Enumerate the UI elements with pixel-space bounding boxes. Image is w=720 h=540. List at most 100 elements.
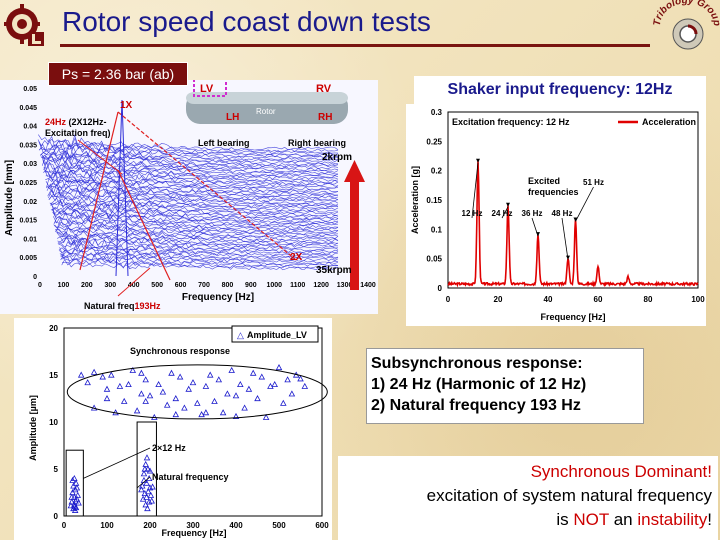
accel-x-tick: 40	[544, 295, 553, 304]
waterfall-trace	[53, 214, 339, 227]
waterfall-trace	[46, 183, 339, 196]
subsync-item-2: 2) Natural frequency 193 Hz	[371, 397, 581, 414]
scatter-x-tick: 0	[62, 521, 67, 530]
waterfall-trace	[40, 145, 339, 163]
cluster-24hz-point	[70, 482, 77, 489]
supply-pressure-label: Ps = 2.36 bar (ab)	[48, 62, 188, 86]
sync-response-point	[189, 379, 197, 386]
waterfall-trace	[56, 232, 339, 245]
excitation-freq-desc: (2X12Hz-	[66, 117, 107, 127]
speed-bottom-label: 35krpm	[316, 265, 352, 276]
waterfall-trace	[50, 204, 339, 217]
sync-response-point	[168, 369, 175, 376]
sync-line3-pre: is	[556, 510, 574, 529]
sync-response-point	[172, 395, 180, 402]
cluster-193hz-point	[143, 479, 150, 486]
sync-response-point	[181, 404, 188, 411]
sync-response-point	[224, 390, 231, 397]
accel-peak-label: 24 Hz	[492, 209, 513, 218]
waterfall-y-tick: 0.01	[23, 236, 37, 243]
scatter-x-tick: 500	[272, 521, 286, 530]
waterfall-y-tick: 0.04	[23, 124, 37, 131]
accel-x-tick: 0	[446, 295, 451, 304]
accel-peak-arrow	[561, 217, 569, 260]
waterfall-x-tick: 400	[128, 282, 140, 289]
scatter-y-tick: 0	[54, 512, 59, 521]
waterfall-trace	[48, 191, 339, 205]
sync-response-point	[155, 380, 162, 387]
cluster-193hz-point	[138, 486, 145, 493]
accel-y-axis-label: Acceleration [g]	[410, 166, 420, 234]
sync-excitation-line: excitation of system natural frequency	[426, 486, 712, 505]
sync-response-point	[275, 364, 283, 371]
natural-freq-pointer-line	[117, 267, 151, 297]
accel-peak-arrowhead	[476, 158, 480, 163]
excitation-freq-line2: Excitation freq)	[45, 128, 111, 138]
sync-response-point	[138, 390, 145, 397]
waterfall-trace	[60, 251, 339, 262]
waterfall-y-tick: 0	[33, 274, 37, 281]
sync-response-point	[194, 399, 201, 406]
natural-freq-label: Natural freq193Hz	[84, 301, 161, 311]
accel-peak-arrow	[575, 186, 594, 222]
one-x-trend-line	[117, 111, 297, 261]
waterfall-x-tick: 1200	[313, 282, 329, 289]
waterfall-trace	[42, 162, 339, 177]
cluster-193hz-point	[148, 497, 155, 504]
waterfall-trace	[41, 151, 339, 168]
accel-y-tick: 0.1	[431, 225, 443, 234]
waterfall-trace	[58, 241, 339, 253]
cluster-193hz-point	[144, 505, 151, 512]
sync-response-point	[232, 392, 240, 399]
excitation-pointer-line	[77, 139, 123, 175]
lh-label: LH	[226, 112, 239, 123]
waterfall-trace	[61, 258, 339, 267]
waterfall-trace	[47, 184, 339, 199]
cluster-193hz-point	[145, 474, 153, 482]
scatter-x-tick: 300	[186, 521, 200, 530]
cluster-24hz-point	[71, 501, 78, 508]
waterfall-trace	[46, 175, 339, 193]
sync-response-point	[232, 412, 240, 419]
lv-label: LV	[200, 83, 214, 95]
sync-dominant-line: Synchronous Dominant!	[530, 462, 712, 481]
waterfall-trace	[60, 254, 339, 266]
sync-response-point	[258, 373, 266, 380]
cluster-24hz-point	[75, 499, 82, 506]
sync-line3-mid: an	[608, 510, 638, 529]
sync-line3-end: !	[707, 510, 712, 529]
sync-response-point	[120, 397, 128, 404]
cluster-24hz-point	[69, 476, 76, 483]
waterfall-x-tick: 1100	[290, 282, 305, 289]
rotor-label: Rotor	[256, 107, 276, 116]
sync-response-point	[211, 397, 218, 404]
waterfall-x-tick: 900	[245, 282, 257, 289]
accel-y-tick: 0.15	[426, 196, 442, 205]
sync-response-point	[301, 382, 309, 389]
natural-freq-value: 193Hz	[135, 301, 162, 311]
waterfall-trace	[51, 206, 339, 220]
sync-response-point	[99, 373, 106, 380]
cluster-24hz-point	[72, 497, 79, 504]
sync-response-point	[172, 411, 180, 418]
waterfall-trace	[49, 193, 339, 208]
waterfall-x-tick: 0	[38, 282, 42, 289]
lv-sensor-box	[193, 80, 227, 97]
cluster-193hz-point	[143, 454, 151, 461]
sync-response-point	[142, 397, 149, 404]
sync-response-point	[267, 382, 274, 389]
waterfall-trace	[53, 218, 339, 231]
waterfall-x-tick: 200	[81, 282, 93, 289]
subsync-item-1: 1) 24 Hz (Harmonic of 12 Hz)	[371, 376, 587, 393]
one-x-label: 1X	[120, 100, 133, 111]
accel-x-tick: 60	[594, 295, 603, 304]
waterfall-x-axis-label: Frequency [Hz]	[182, 292, 254, 303]
two-x-label: 2X	[290, 252, 303, 263]
accel-peak-label: 12 Hz	[462, 209, 483, 218]
sync-response-point	[271, 380, 278, 387]
cluster-24hz-point	[71, 506, 79, 513]
cluster-193hz-point	[143, 493, 150, 500]
sync-response-point	[245, 385, 253, 392]
excited-label-line2: frequencies	[528, 187, 579, 197]
